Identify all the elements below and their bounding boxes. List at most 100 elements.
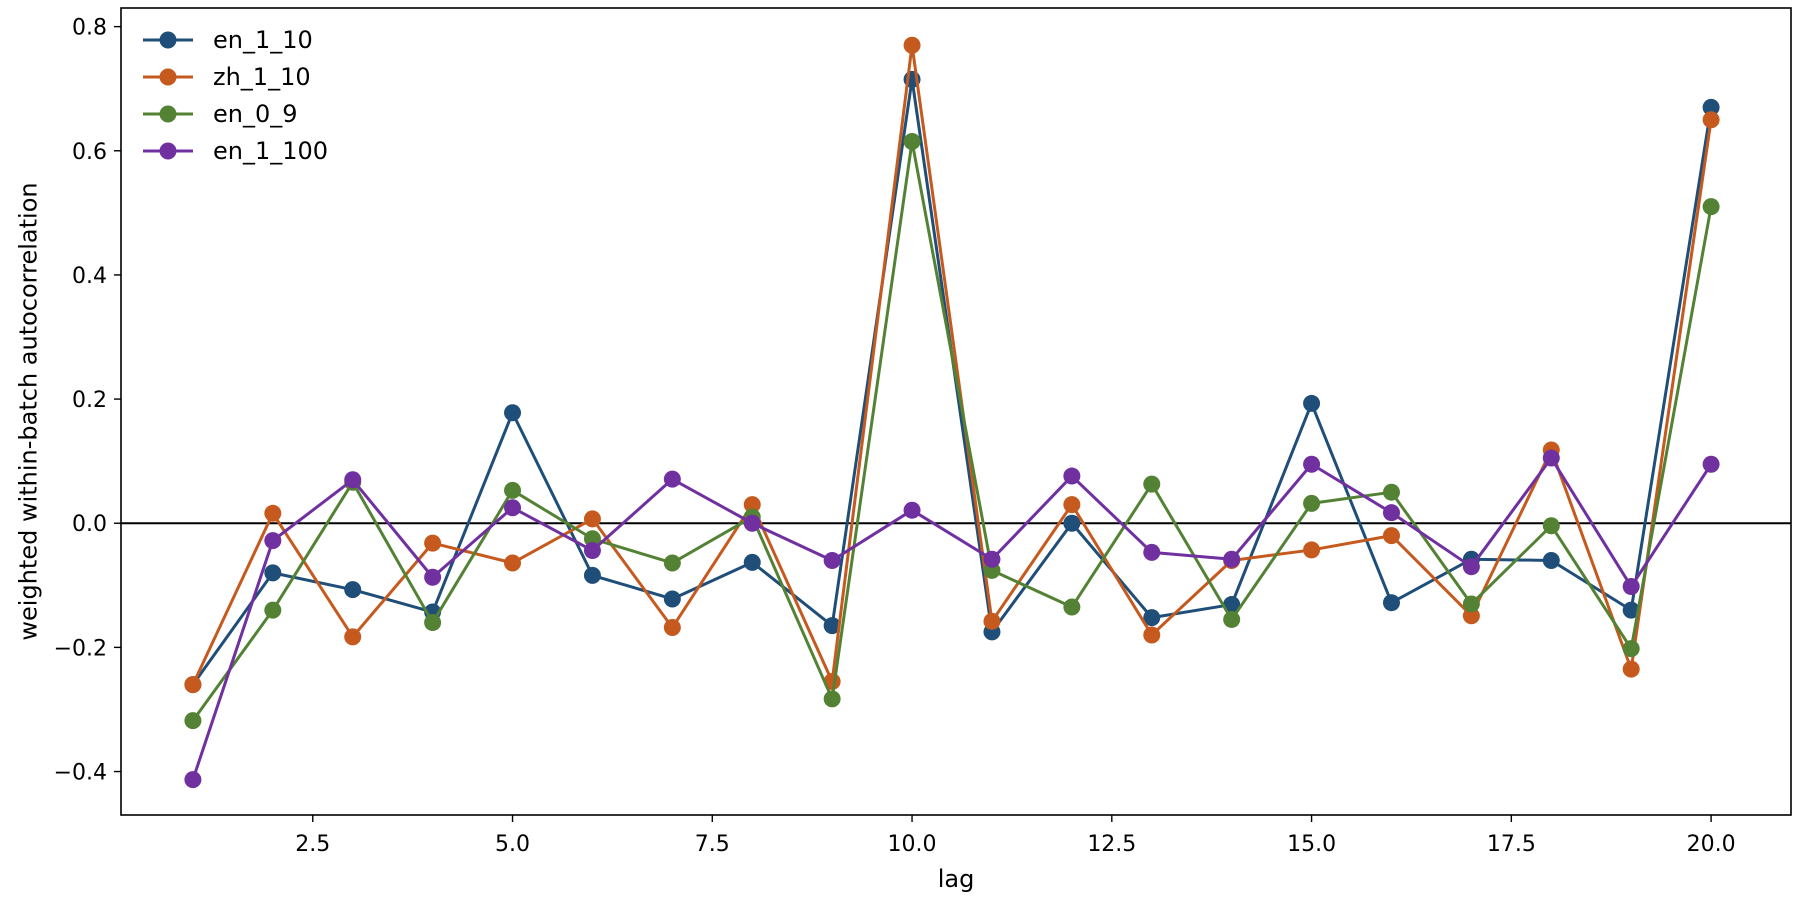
data-point-en_0_9 — [1063, 598, 1081, 616]
data-point-en_1_100 — [1462, 558, 1480, 576]
series-line-zh_1_10 — [191, 43, 1713, 686]
data-point-en_0_9 — [504, 481, 522, 499]
data-point-en_0_9 — [184, 712, 202, 730]
data-point-zh_1_10 — [983, 612, 1001, 630]
y-tick-label: 0.2 — [72, 388, 107, 413]
data-point-en_1_10 — [1303, 394, 1321, 412]
x-tick-label: 2.5 — [295, 832, 330, 857]
series-en_1_100 — [184, 449, 1720, 789]
data-point-en_1_100 — [743, 514, 761, 532]
data-point-en_1_100 — [264, 532, 282, 550]
data-point-en_1_100 — [663, 470, 681, 488]
legend-swatch-marker — [159, 68, 177, 86]
data-point-en_0_9 — [1143, 475, 1161, 493]
legend-item-en_0_9: en_0_9 — [143, 100, 298, 128]
data-point-zh_1_10 — [1382, 527, 1400, 545]
data-point-en_1_100 — [903, 501, 921, 519]
data-point-en_1_100 — [983, 550, 1001, 568]
data-point-zh_1_10 — [583, 510, 601, 528]
data-point-en_0_9 — [1702, 198, 1720, 216]
data-point-zh_1_10 — [1702, 111, 1720, 129]
data-point-en_1_10 — [1622, 601, 1640, 619]
data-point-zh_1_10 — [504, 554, 522, 572]
data-point-zh_1_10 — [184, 676, 202, 694]
data-point-en_1_100 — [1702, 455, 1720, 473]
legend-item-en_1_100: en_1_100 — [143, 137, 328, 165]
data-point-en_1_10 — [1382, 594, 1400, 612]
legend: en_1_10 zh_1_10 en_0_9 en_1_100 — [143, 26, 328, 165]
data-point-zh_1_10 — [1143, 626, 1161, 644]
series-zh_1_10 — [184, 36, 1720, 694]
data-point-zh_1_10 — [1063, 496, 1081, 514]
y-tick-label: −0.4 — [54, 761, 107, 786]
data-point-en_1_10 — [504, 404, 522, 422]
series-layer — [184, 36, 1720, 789]
data-point-en_0_9 — [1622, 640, 1640, 658]
data-point-zh_1_10 — [1462, 607, 1480, 625]
data-point-en_1_10 — [823, 617, 841, 635]
data-point-en_1_100 — [424, 568, 442, 586]
y-tick-label: 0.4 — [72, 264, 107, 289]
data-point-en_1_100 — [1622, 578, 1640, 596]
y-tick-label: −0.2 — [54, 636, 107, 661]
data-point-zh_1_10 — [903, 36, 921, 54]
legend-item-zh_1_10: zh_1_10 — [143, 63, 311, 91]
data-point-zh_1_10 — [1622, 660, 1640, 678]
data-point-en_1_10 — [663, 590, 681, 608]
data-point-en_0_9 — [1303, 494, 1321, 512]
data-point-en_0_9 — [1382, 483, 1400, 501]
legend-label: en_1_10 — [213, 26, 313, 54]
data-point-en_1_100 — [344, 471, 362, 489]
x-tick-label: 17.5 — [1487, 832, 1536, 857]
x-tick-label: 10.0 — [888, 832, 937, 857]
data-point-zh_1_10 — [663, 619, 681, 637]
legend-label: en_0_9 — [213, 100, 298, 128]
data-point-zh_1_10 — [344, 628, 362, 646]
data-point-zh_1_10 — [424, 534, 442, 552]
series-line-en_1_100 — [191, 456, 1713, 781]
data-point-en_0_9 — [264, 601, 282, 619]
y-axis-ticks: −0.4 −0.2 0.0 0.2 0.4 0.6 0.8 — [54, 16, 121, 786]
series-line-en_0_9 — [191, 139, 1713, 722]
data-point-en_1_100 — [1063, 467, 1081, 485]
legend-swatch-marker — [159, 142, 177, 160]
data-point-en_1_100 — [1303, 455, 1321, 473]
x-tick-label: 5.0 — [495, 832, 530, 857]
data-point-en_0_9 — [424, 614, 442, 632]
x-tick-label: 7.5 — [695, 832, 730, 857]
data-point-en_1_10 — [1063, 514, 1081, 532]
data-point-en_1_10 — [1702, 98, 1720, 116]
data-point-zh_1_10 — [1303, 541, 1321, 559]
x-tick-label: 15.0 — [1287, 832, 1336, 857]
data-point-en_1_100 — [184, 771, 202, 789]
x-tick-label: 12.5 — [1087, 832, 1136, 857]
legend-item-en_1_10: en_1_10 — [143, 26, 313, 54]
y-axis-title: weighted within-batch autocorrelation — [14, 182, 42, 640]
x-tick-label: 20.0 — [1687, 832, 1736, 857]
plot-frame — [120, 7, 1792, 816]
data-point-en_0_9 — [1223, 610, 1241, 628]
data-point-zh_1_10 — [264, 504, 282, 522]
legend-label: zh_1_10 — [213, 63, 311, 91]
series-en_0_9 — [184, 132, 1720, 730]
data-point-en_0_9 — [823, 690, 841, 708]
data-point-en_0_9 — [663, 554, 681, 572]
data-point-en_0_9 — [903, 132, 921, 150]
data-point-en_1_100 — [823, 551, 841, 569]
data-point-en_1_100 — [1382, 504, 1400, 522]
x-axis-title: lag — [938, 865, 975, 893]
data-point-en_1_100 — [1223, 550, 1241, 568]
data-point-zh_1_10 — [743, 496, 761, 514]
legend-swatch-marker — [159, 105, 177, 123]
x-axis-ticks: 2.5 5.0 7.5 10.0 12.5 15.0 17.5 20.0 — [295, 815, 1736, 857]
y-tick-label: 0.8 — [72, 16, 107, 41]
data-point-en_1_100 — [504, 499, 522, 517]
y-tick-label: 0.0 — [72, 512, 107, 537]
data-point-en_1_10 — [1542, 551, 1560, 569]
data-point-en_1_100 — [583, 542, 601, 560]
data-point-en_1_10 — [264, 564, 282, 582]
data-point-en_1_10 — [583, 566, 601, 584]
data-point-en_1_10 — [1143, 609, 1161, 627]
data-point-en_0_9 — [1462, 595, 1480, 613]
